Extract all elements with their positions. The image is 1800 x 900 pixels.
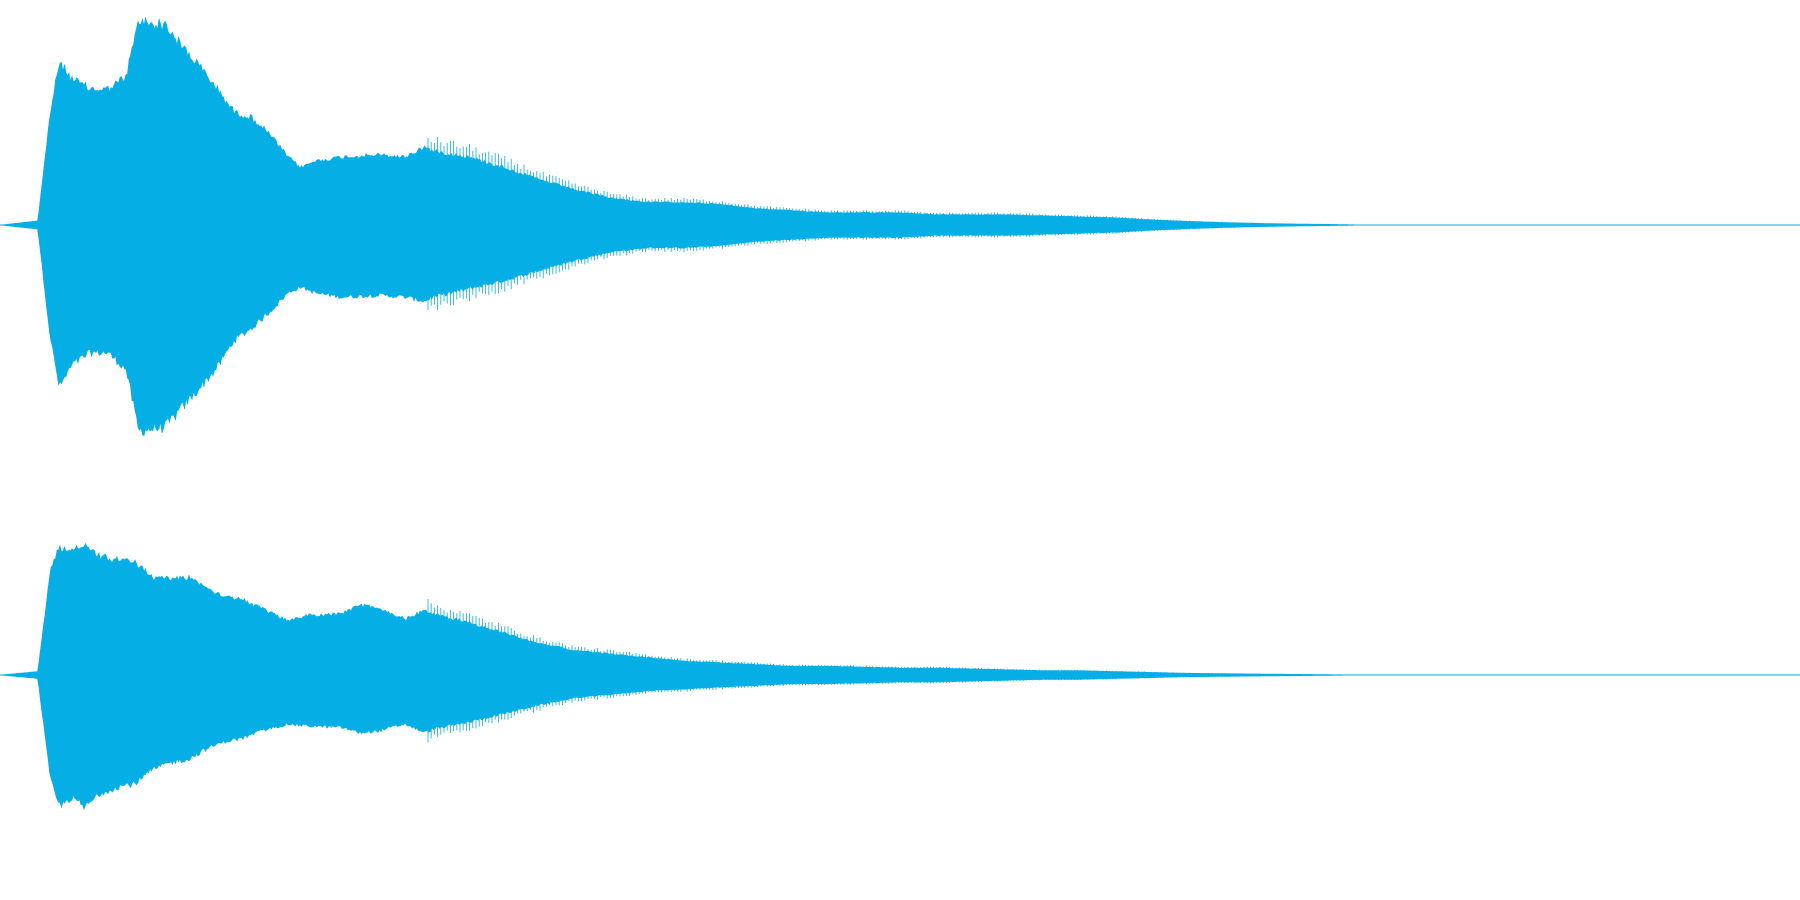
channel-2-waveform [0,542,1800,811]
channel-1-waveform [0,16,1800,437]
channel-2-track [0,542,1800,811]
channel-1-track [0,16,1800,437]
